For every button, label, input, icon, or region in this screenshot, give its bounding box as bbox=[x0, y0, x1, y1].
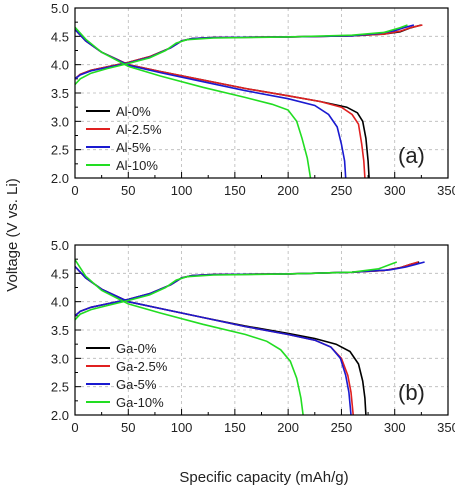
x-tick-label: 100 bbox=[171, 183, 193, 198]
x-tick-label: 100 bbox=[171, 420, 193, 435]
y-tick-label: 3.5 bbox=[51, 323, 69, 338]
x-tick-label: 150 bbox=[224, 183, 246, 198]
x-tick-label: 250 bbox=[331, 420, 353, 435]
legend-label: Ga-5% bbox=[116, 377, 157, 392]
x-tick-label: 250 bbox=[331, 183, 353, 198]
legend-label: Al-0% bbox=[116, 104, 151, 119]
series-al-10-discharge-line bbox=[75, 26, 312, 178]
legend-label: Al-5% bbox=[116, 140, 151, 155]
y-tick-label: 3.5 bbox=[51, 86, 69, 101]
y-tick-label: 4.0 bbox=[51, 58, 69, 73]
x-tick-label: 200 bbox=[277, 183, 299, 198]
legend-label: Ga-10% bbox=[116, 395, 164, 410]
y-tick-label: 2.0 bbox=[51, 171, 69, 186]
legend-label: Al-2.5% bbox=[116, 122, 162, 137]
y-tick-label: 5.0 bbox=[51, 238, 69, 253]
x-tick-label: 0 bbox=[71, 183, 78, 198]
panel-label: (b) bbox=[398, 380, 425, 405]
y-tick-label: 4.5 bbox=[51, 29, 69, 44]
y-tick-label: 4.5 bbox=[51, 266, 69, 281]
series-ga-10-discharge-line bbox=[75, 259, 304, 415]
plot-frame bbox=[74, 7, 449, 179]
y-tick-label: 3.0 bbox=[51, 114, 69, 129]
x-tick-label: 150 bbox=[224, 420, 246, 435]
y-tick-label: 4.0 bbox=[51, 295, 69, 310]
legend-label: Al-10% bbox=[116, 158, 158, 173]
panel-label: (a) bbox=[398, 143, 425, 168]
x-tick-label: 50 bbox=[121, 420, 135, 435]
y-tick-label: 2.5 bbox=[51, 143, 69, 158]
y-tick-label: 5.0 bbox=[51, 1, 69, 16]
series-ga-5-discharge-line bbox=[75, 265, 352, 415]
panel-b: 0 50 100 150 200 250 300 350 2.0 2.5 3.0 3.5 4.0 4.5 5… bbox=[51, 238, 455, 435]
x-tick-label: 350 bbox=[437, 183, 455, 198]
x-tick-label: 0 bbox=[71, 420, 78, 435]
x-tick-label: 350 bbox=[437, 420, 455, 435]
y-tick-label: 2.5 bbox=[51, 380, 69, 395]
y-tick-label: 2.0 bbox=[51, 408, 69, 423]
series-al-5-charge-line bbox=[75, 24, 415, 80]
y-tick-label: 3.0 bbox=[51, 351, 69, 366]
x-tick-label: 200 bbox=[277, 420, 299, 435]
x-tick-label: 50 bbox=[121, 183, 135, 198]
legend-label: Ga-2.5% bbox=[116, 359, 168, 374]
x-axis-label: Specific capacity (mAh/g) bbox=[179, 469, 348, 486]
series-ga-10-charge-line bbox=[75, 261, 398, 321]
y-axis-label: Voltage (V vs. Li) bbox=[4, 178, 21, 291]
x-tick-label: 300 bbox=[384, 420, 406, 435]
panel-a: 0 50 100 150 200 250 300 350 2.0 2.5 3.0 3.5 4.0 4.5 5… bbox=[51, 1, 455, 198]
x-tick-label: 300 bbox=[384, 183, 406, 198]
series-al-10-charge-line bbox=[75, 24, 408, 86]
legend-label: Ga-0% bbox=[116, 341, 157, 356]
plot-frame bbox=[74, 244, 449, 416]
